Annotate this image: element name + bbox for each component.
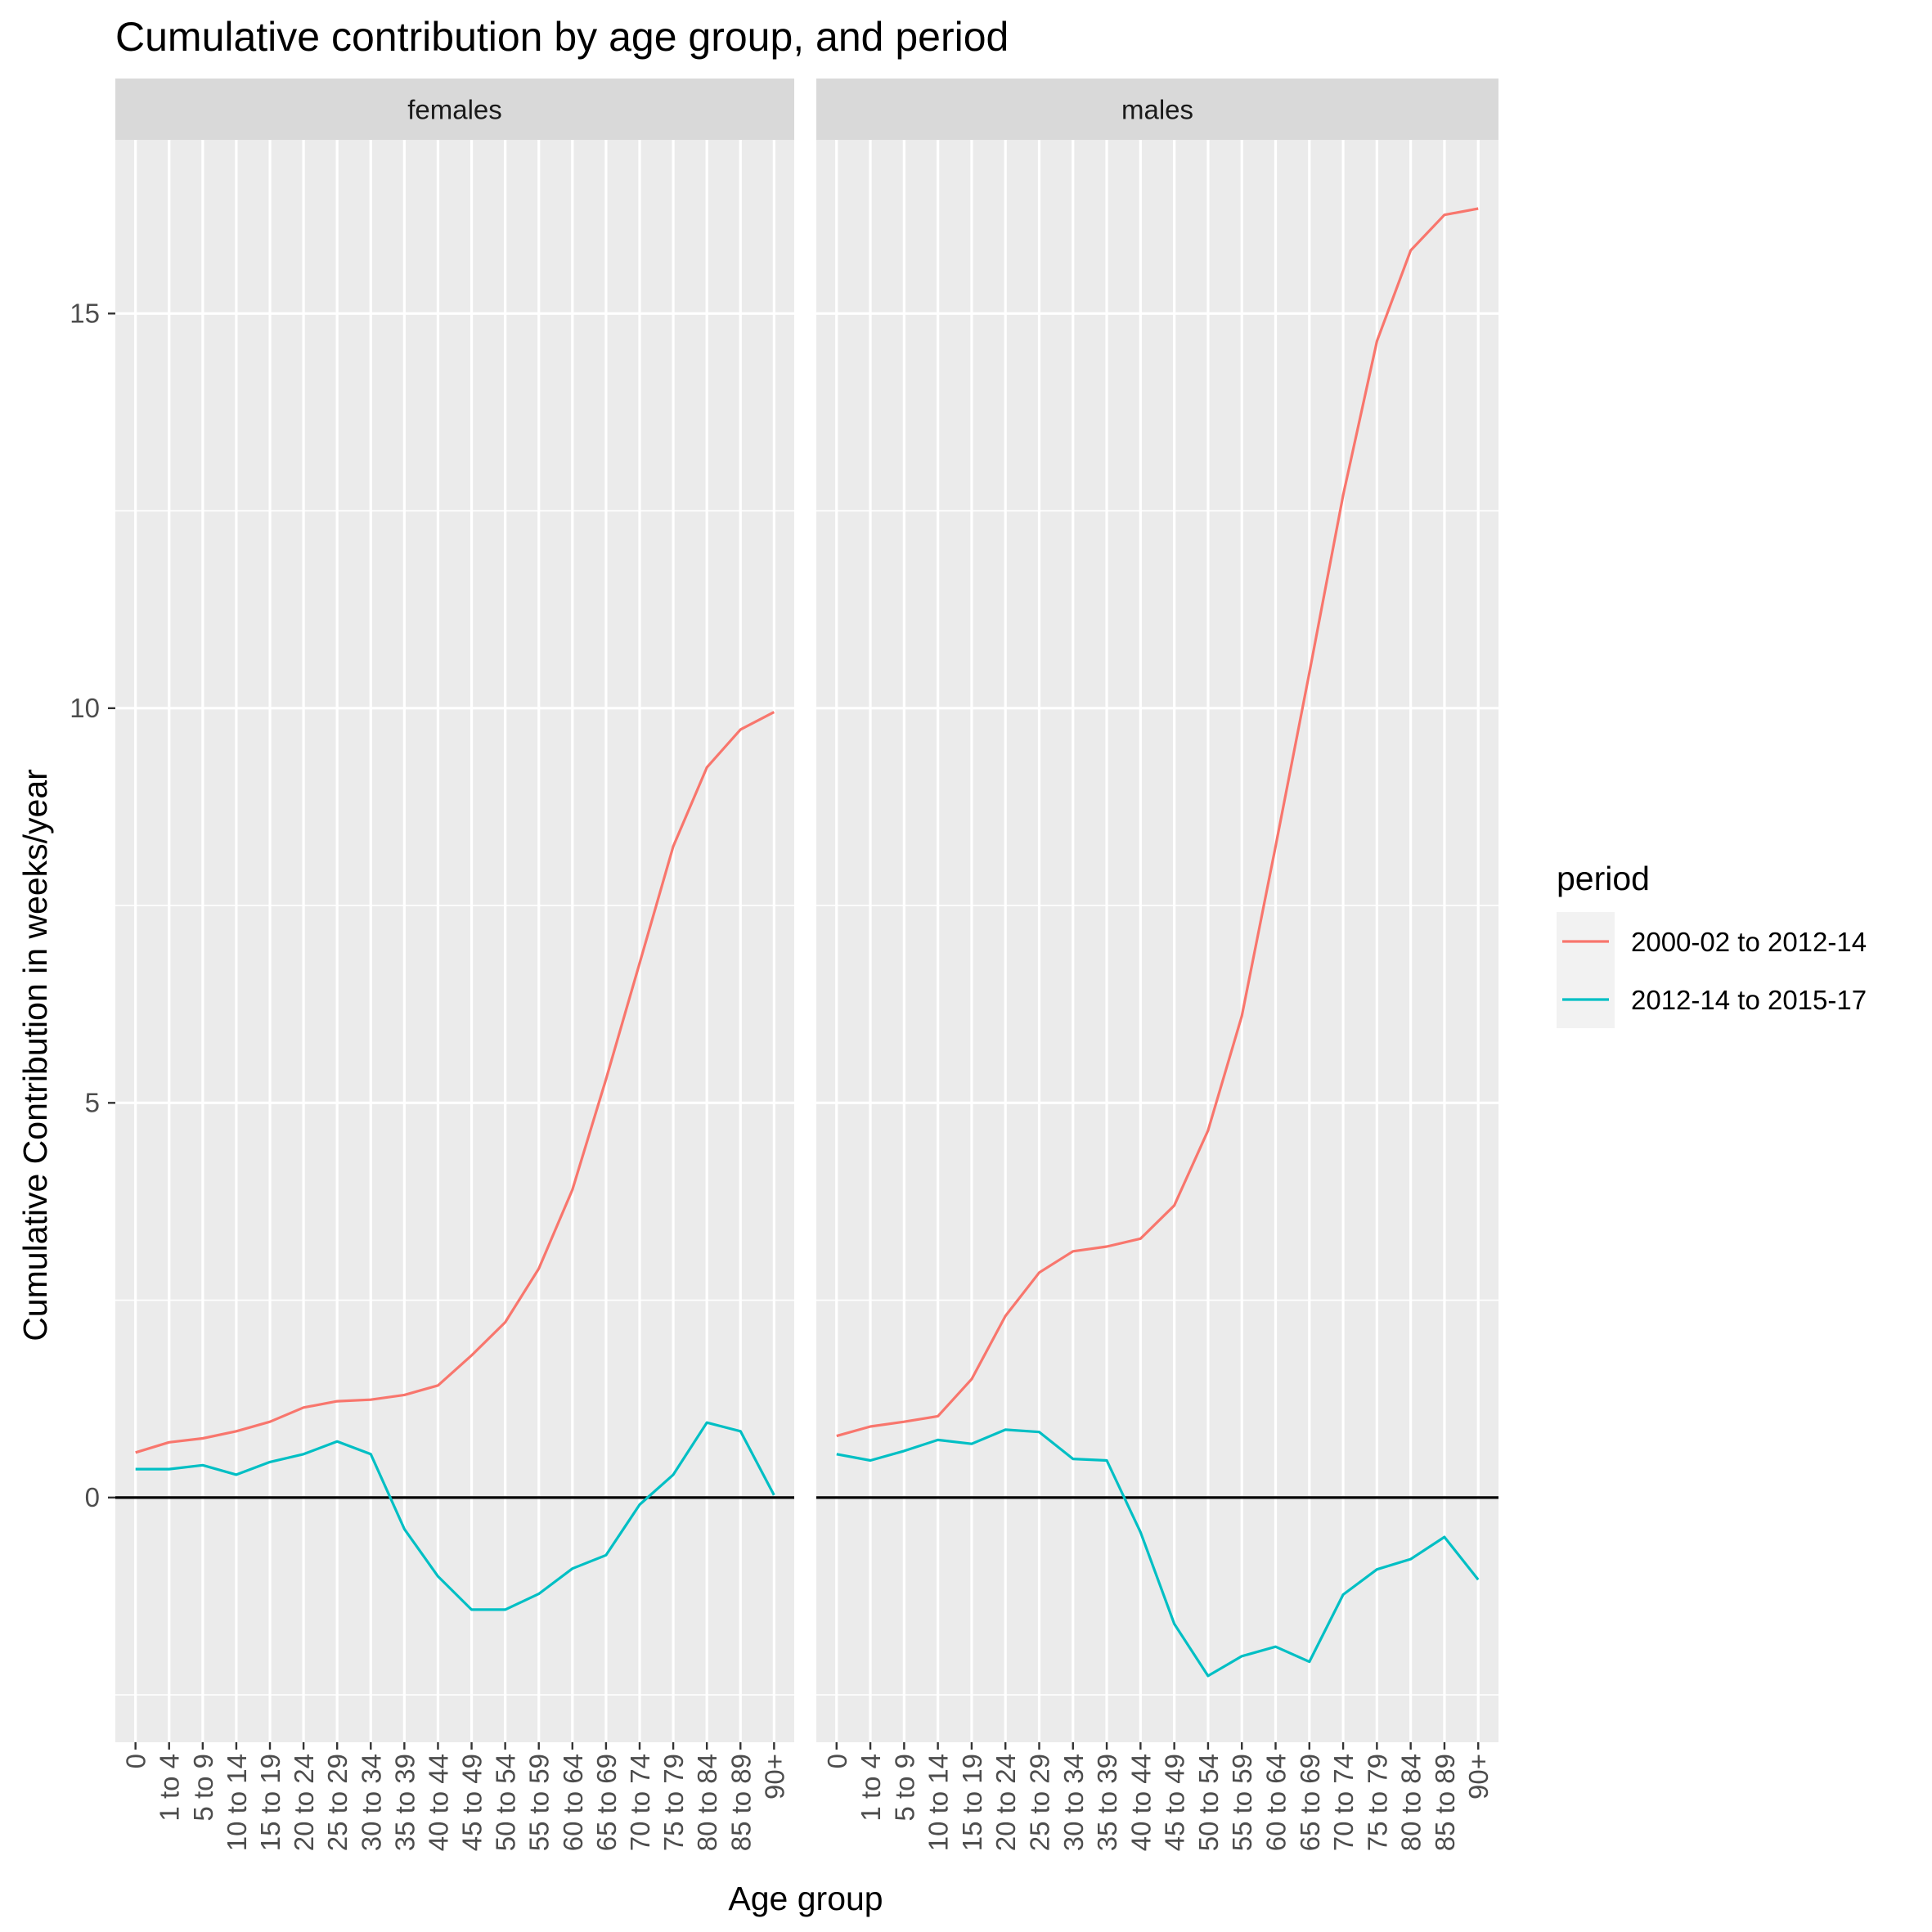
x-tick-label: 65 to 69 [1295,1754,1325,1851]
y-tick-label: 0 [85,1482,100,1512]
x-tick-label: 80 to 84 [692,1754,722,1851]
x-tick-label: 75 to 79 [658,1754,689,1851]
x-tick-label: 45 to 49 [1160,1754,1190,1851]
chart-title: Cumulative contribution by age group, an… [115,14,1009,60]
facet-strip-label: males [1121,95,1193,125]
x-tick-label: 15 to 19 [957,1754,987,1851]
x-tick-label: 15 to 19 [255,1754,285,1851]
x-tick-label: 5 to 9 [889,1754,919,1822]
x-tick-label: 90+ [1463,1754,1494,1799]
x-tick-label: 60 to 64 [1261,1754,1292,1851]
x-tick-label: 55 to 59 [524,1754,555,1851]
panel-background [816,140,1498,1742]
x-tick-label: 0 [121,1754,151,1768]
x-tick-label: 0 [822,1754,852,1768]
legend-keys-background [1557,912,1615,1028]
x-tick-label: 35 to 39 [1092,1754,1122,1851]
x-tick-label: 20 to 24 [991,1754,1021,1851]
x-axis-title: Age group [728,1880,883,1917]
x-tick-label: 55 to 59 [1227,1754,1257,1851]
series-line-2012-14-to-2015-17 [836,1428,1480,1678]
series-line-2000-02-to-2012-14 [836,207,1479,1438]
x-tick-label: 70 to 74 [625,1754,655,1851]
x-tick-label: 80 to 84 [1396,1754,1427,1851]
panel-background [115,140,794,1742]
x-tick-label: 70 to 74 [1328,1754,1359,1851]
y-axis: 0 5 10 15 [70,298,115,1512]
x-tick-label: 20 to 24 [289,1754,319,1851]
y-tick-label: 5 [85,1087,100,1117]
y-tick-label: 10 [70,693,100,723]
x-tick-label: 1 to 4 [155,1754,185,1822]
legend: period 2000-02 to 2012-14 2012-14 to 201… [1557,860,1867,1028]
y-tick-label: 15 [70,298,100,328]
x-tick-label: 30 to 34 [1058,1754,1089,1851]
x-tick-label: 25 to 29 [322,1754,353,1851]
x-tick-label: 10 to 14 [923,1754,954,1851]
series-line-2000-02-to-2012-14 [135,711,775,1454]
x-tick-label: 30 to 34 [356,1754,386,1851]
y-axis-title: Cumulative Contribution in weeks/year [16,769,54,1341]
x-tick-label: 5 to 9 [188,1754,218,1822]
x-tick-label: 50 to 54 [491,1754,521,1851]
x-tick-label: 25 to 29 [1025,1754,1055,1851]
x-tick-label: 50 to 54 [1193,1754,1224,1851]
x-tick-label: 10 to 14 [222,1754,252,1851]
facet-strip [115,79,794,140]
facet-strip-label: females [407,95,502,125]
legend-label-series-2: 2012-14 to 2015-17 [1631,985,1867,1015]
x-tick-label: 45 to 49 [457,1754,487,1851]
x-tick-label: 40 to 44 [424,1754,454,1851]
x-tick-label: 75 to 79 [1362,1754,1392,1851]
x-tick-label: 85 to 89 [726,1754,756,1851]
series-line-2012-14-to-2015-17 [135,1421,775,1611]
x-tick-label: 85 to 89 [1430,1754,1460,1851]
x-tick-label: 65 to 69 [591,1754,622,1851]
x-tick-label: 40 to 44 [1126,1754,1156,1851]
legend-title: period [1557,860,1650,897]
x-tick-label: 90+ [759,1754,789,1799]
facet-strip [816,79,1498,140]
legend-label-series-1: 2000-02 to 2012-14 [1631,927,1867,957]
x-tick-label: 60 to 64 [558,1754,588,1851]
x-tick-label: 1 to 4 [856,1754,886,1822]
x-tick-label: 35 to 39 [389,1754,420,1851]
